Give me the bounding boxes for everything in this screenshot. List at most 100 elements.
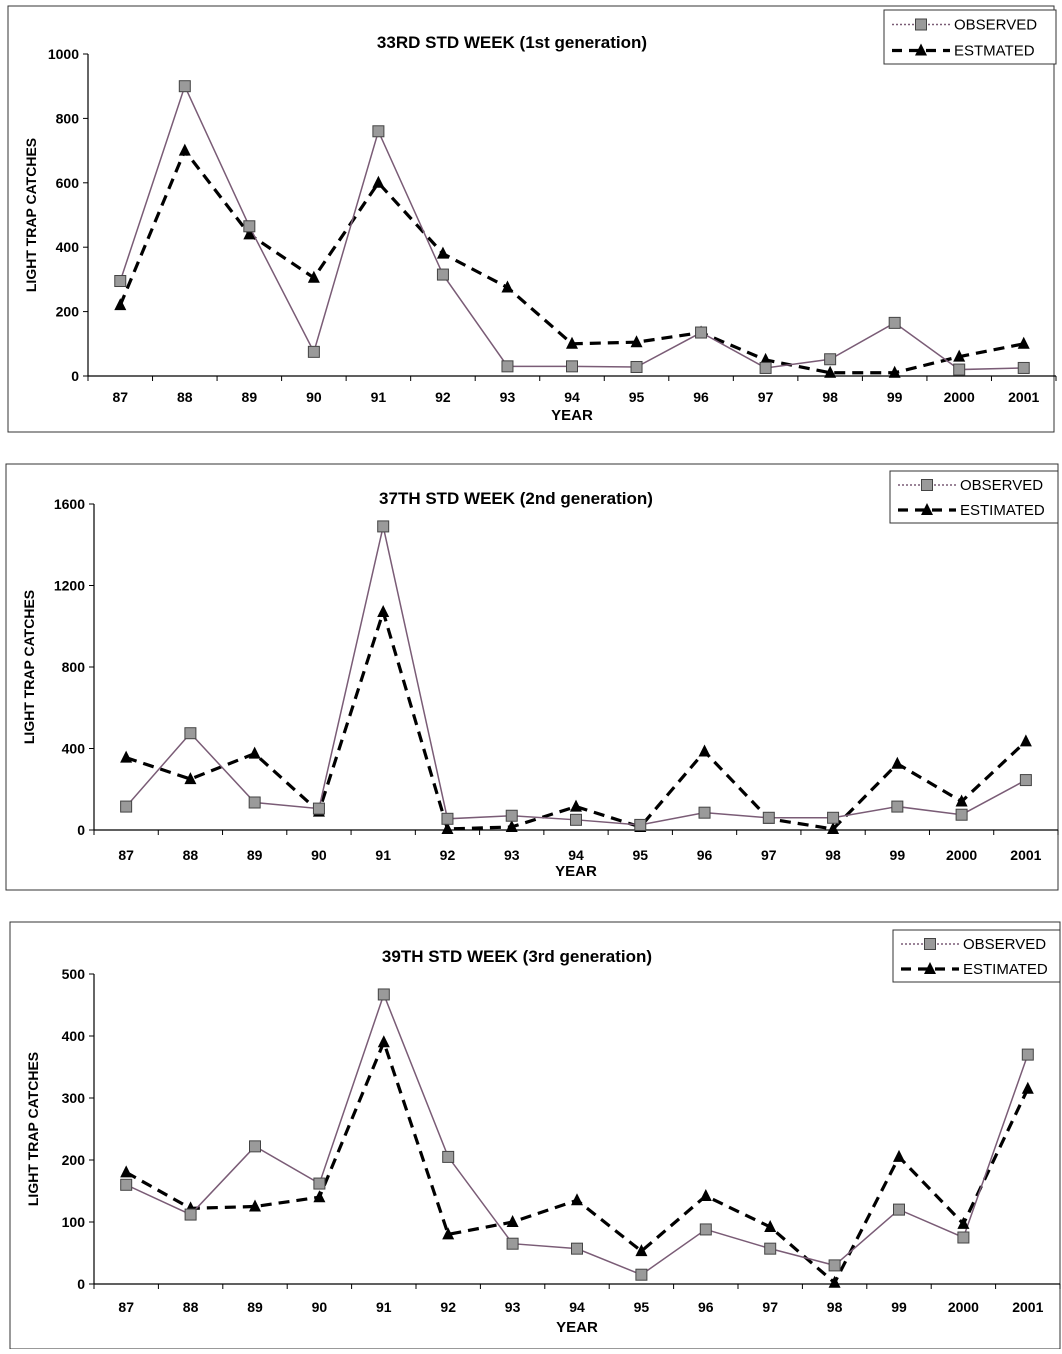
x-tick-label: 90 bbox=[312, 1299, 328, 1315]
y-tick-label: 400 bbox=[62, 1028, 86, 1044]
x-tick-label: 96 bbox=[697, 847, 713, 863]
y-tick-label: 1000 bbox=[48, 46, 79, 62]
legend: OBSERVED ESTIMATED bbox=[892, 929, 1061, 983]
legend-estimated-label: ESTIMATED bbox=[963, 961, 1048, 978]
estimated-point bbox=[955, 794, 968, 807]
observed-point bbox=[377, 520, 390, 533]
x-tick-label: 94 bbox=[564, 389, 580, 405]
x-tick-label: 99 bbox=[890, 847, 906, 863]
observed-point bbox=[759, 361, 772, 374]
legend-estimated-label: ESTIMATED bbox=[960, 502, 1045, 519]
estimated-point bbox=[827, 821, 840, 834]
observed-point bbox=[377, 988, 390, 1001]
legend: OBSERVED ESTIMATED bbox=[889, 470, 1059, 524]
y-tick-label: 0 bbox=[77, 822, 85, 838]
x-tick-label: 88 bbox=[183, 1299, 199, 1315]
estimated-point bbox=[759, 352, 772, 365]
estimated-point bbox=[566, 336, 578, 349]
observed-point bbox=[501, 360, 514, 373]
series-line-observed bbox=[125, 992, 1029, 1276]
observed-point bbox=[566, 360, 578, 373]
y-tick-label: 500 bbox=[62, 966, 86, 982]
estimated-point bbox=[442, 1227, 455, 1240]
observed-point bbox=[827, 811, 840, 824]
chart-frame bbox=[7, 5, 1055, 433]
legend-observed-marker bbox=[924, 938, 936, 950]
legend-observed-marker bbox=[915, 18, 927, 31]
observed-point bbox=[828, 1259, 841, 1272]
estimated-point bbox=[372, 175, 385, 188]
estimated-point bbox=[377, 1035, 390, 1048]
observed-point bbox=[372, 125, 385, 138]
chart-panel-1: 0 200 400 600 800 1000 87 88 89 90 91 92 93 94 95 96 97 9… bbox=[7, 5, 1057, 433]
x-tick-label: 99 bbox=[891, 1299, 907, 1315]
chart-panel-3: 0 100 200 300 400 500 87 88 89 90 91 92 93 94 95 96 97 98… bbox=[9, 921, 1061, 1350]
x-tick-label: 92 bbox=[440, 1299, 456, 1315]
estimated-point bbox=[635, 1244, 648, 1257]
x-tick-label: 89 bbox=[247, 1299, 263, 1315]
y-tick-label: 100 bbox=[62, 1214, 86, 1230]
estimated-point bbox=[120, 750, 133, 763]
x-tick-label: 89 bbox=[247, 847, 263, 863]
x-axis-label: YEAR bbox=[556, 1319, 598, 1336]
y-tick-label: 600 bbox=[56, 175, 80, 191]
observed-point bbox=[313, 1177, 326, 1190]
chart-frame bbox=[9, 921, 1061, 1350]
x-tick-label: 95 bbox=[634, 1299, 650, 1315]
x-tick-label: 97 bbox=[762, 1299, 778, 1315]
x-tick-label: 2000 bbox=[948, 1299, 979, 1315]
observed-point bbox=[184, 727, 197, 740]
y-axis-label: LIGHT TRAP CATCHES bbox=[25, 1052, 41, 1206]
x-tick-label: 87 bbox=[112, 389, 128, 405]
y-tick-label: 0 bbox=[71, 368, 79, 384]
y-tick-label: 1600 bbox=[54, 496, 85, 512]
estimated-point bbox=[824, 365, 837, 378]
estimated-point bbox=[698, 744, 711, 757]
estimated-point bbox=[957, 1216, 970, 1229]
estimated-point bbox=[764, 1219, 777, 1232]
legend-box bbox=[892, 929, 1061, 983]
estimated-point bbox=[249, 1199, 261, 1212]
legend-box bbox=[889, 470, 1059, 524]
observed-point bbox=[953, 363, 966, 376]
chart-title: 39TH STD WEEK (3rd generation) bbox=[382, 947, 652, 966]
y-tick-label: 800 bbox=[56, 110, 80, 126]
x-tick-label: 91 bbox=[371, 389, 387, 405]
estimated-point bbox=[953, 349, 966, 362]
x-tick-label: 87 bbox=[118, 1299, 134, 1315]
series-line-estimated bbox=[125, 606, 1027, 831]
estimated-point bbox=[699, 1188, 712, 1201]
estimated-point bbox=[1021, 1081, 1034, 1094]
legend-observed-label: OBSERVED bbox=[960, 477, 1043, 494]
x-tick-label: 91 bbox=[376, 1299, 392, 1315]
estimated-point bbox=[377, 604, 390, 617]
observed-point bbox=[120, 800, 133, 813]
observed-point bbox=[571, 1242, 583, 1255]
observed-point bbox=[248, 796, 261, 809]
x-tick-label: 97 bbox=[761, 847, 777, 863]
observed-point bbox=[249, 1140, 261, 1153]
y-tick-label: 1200 bbox=[54, 578, 85, 594]
x-tick-label: 98 bbox=[825, 847, 841, 863]
x-tick-label: 89 bbox=[242, 389, 258, 405]
series-line-observed bbox=[119, 84, 1024, 371]
legend-estimated-label: ESTMATED bbox=[954, 43, 1035, 60]
observed-point bbox=[695, 326, 708, 339]
x-tick-label: 90 bbox=[306, 389, 322, 405]
chart-title: 37TH STD WEEK (2nd generation) bbox=[379, 489, 653, 508]
observed-point bbox=[184, 1208, 197, 1221]
estimated-point bbox=[891, 756, 904, 769]
observed-point bbox=[178, 80, 191, 93]
estimated-point bbox=[120, 1165, 133, 1178]
legend-estimated-marker bbox=[915, 43, 927, 56]
estimated-point bbox=[505, 819, 518, 832]
estimated-point bbox=[248, 746, 261, 759]
estimated-point bbox=[313, 1190, 326, 1203]
estimated-point bbox=[506, 1215, 519, 1227]
observed-point bbox=[570, 813, 582, 826]
x-tick-label: 87 bbox=[118, 847, 134, 863]
x-tick-label: 92 bbox=[435, 389, 451, 405]
y-tick-label: 0 bbox=[77, 1276, 85, 1292]
